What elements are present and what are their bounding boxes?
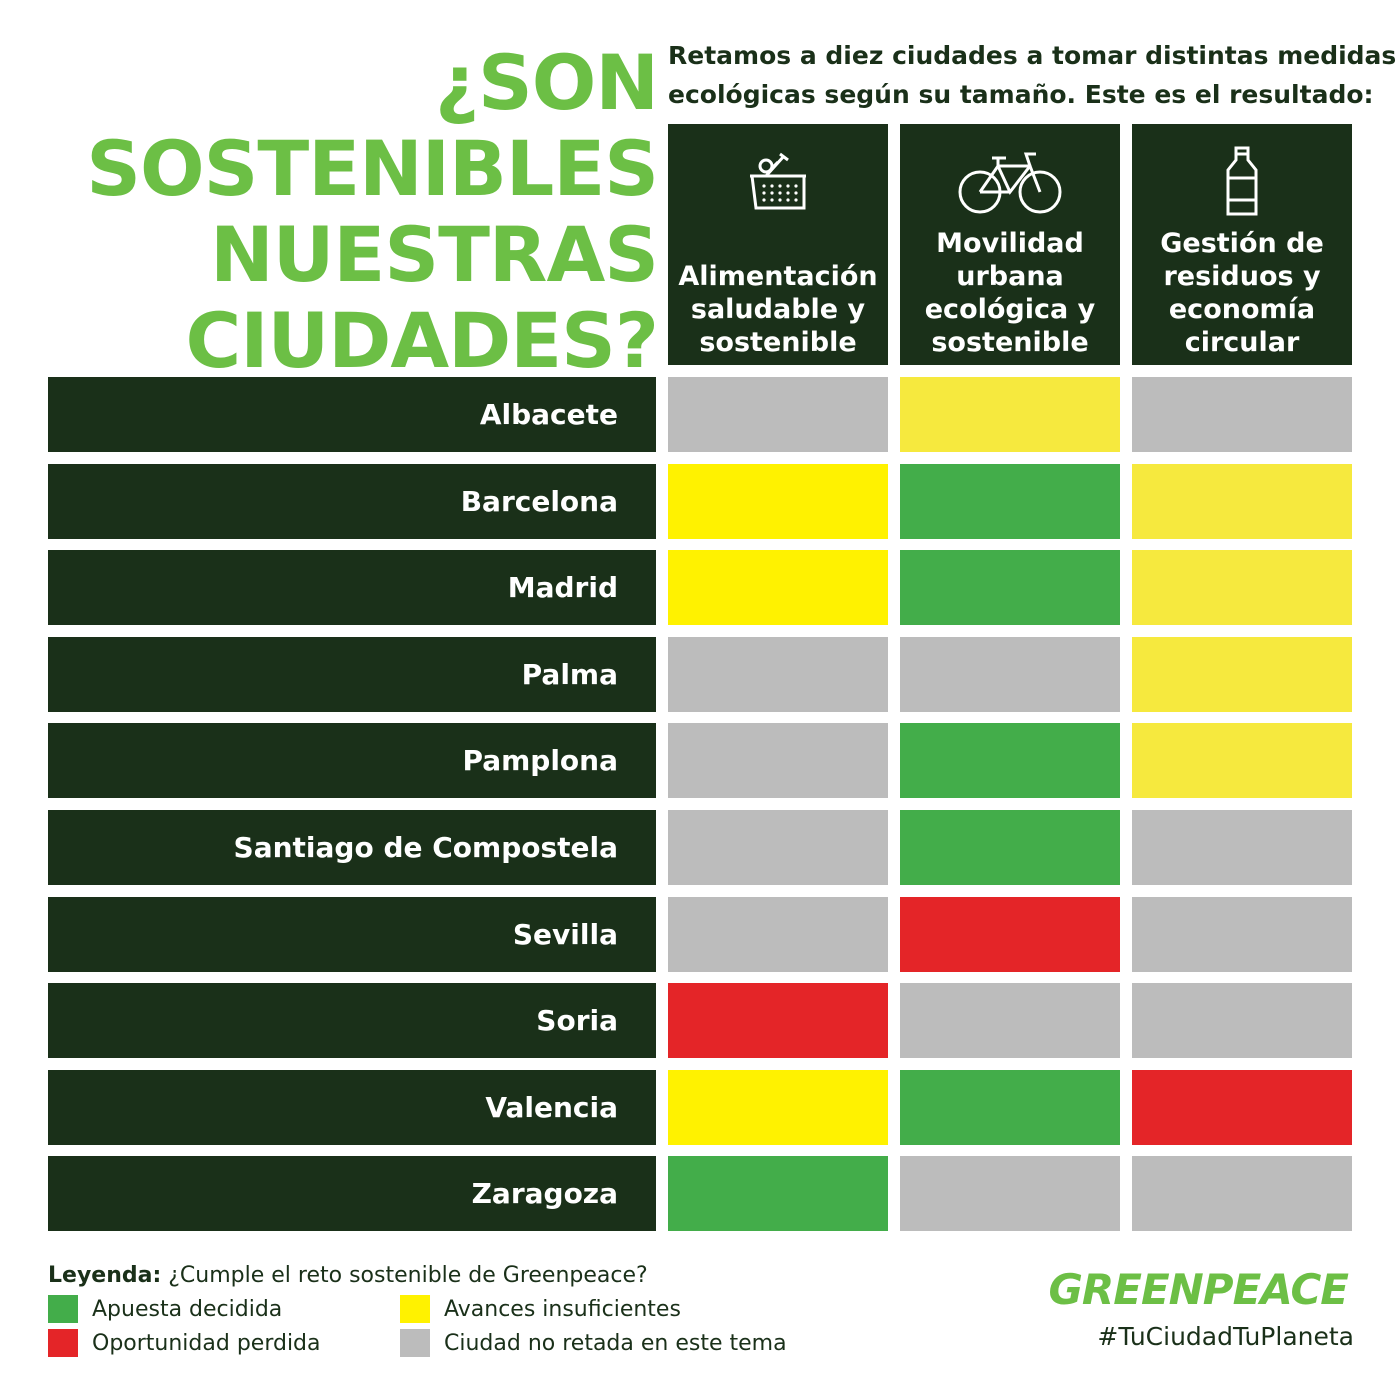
status-cell xyxy=(900,983,1120,1058)
status-cell xyxy=(1132,1070,1352,1145)
food-basket-icon xyxy=(668,146,888,218)
column-label-residuos: Gestión de residuos y economía circular xyxy=(1132,227,1352,359)
column-label-line: residuos y xyxy=(1163,261,1321,292)
column-label-line: Alimentación xyxy=(678,261,878,292)
column-header-residuos: Gestión de residuos y economía circular xyxy=(1132,124,1352,365)
column-header-movilidad: Movilidad urbana ecológica y sostenible xyxy=(900,124,1120,365)
legend-label: Oportunidad perdida xyxy=(92,1330,321,1356)
title-line-1: ¿SON xyxy=(434,38,659,127)
column-label-line: economía xyxy=(1168,294,1316,325)
column-label-movilidad: Movilidad urbana ecológica y sostenible xyxy=(900,227,1120,359)
status-cell xyxy=(668,810,888,885)
city-label: Madrid xyxy=(48,550,656,625)
greenpeace-logo-text: GREENPEACE xyxy=(1048,1265,1349,1312)
title-line-3: NUESTRAS xyxy=(210,210,659,299)
status-cell xyxy=(1132,464,1352,539)
city-label: Valencia xyxy=(48,1070,656,1145)
status-cell xyxy=(668,897,888,972)
city-label: Palma xyxy=(48,637,656,712)
legend-item-avances: Avances insuficientes xyxy=(400,1295,681,1323)
status-cell xyxy=(900,897,1120,972)
legend-label: Ciudad no retada en este tema xyxy=(444,1330,787,1356)
status-cell xyxy=(668,983,888,1058)
status-cell xyxy=(668,1156,888,1231)
legend-swatch-yellow xyxy=(400,1295,430,1323)
legend-title: Leyenda: ¿Cumple el reto sostenible de G… xyxy=(48,1263,648,1288)
status-cell xyxy=(1132,377,1352,452)
status-cell xyxy=(668,377,888,452)
column-label-line: circular xyxy=(1184,327,1300,358)
status-cell xyxy=(900,464,1120,539)
legend-swatch-green xyxy=(48,1295,78,1323)
column-header-alimentacion: Alimentación saludable y sostenible xyxy=(668,124,888,365)
hashtag: #TuCiudadTuPlaneta xyxy=(1097,1322,1354,1351)
status-cell xyxy=(900,1070,1120,1145)
status-cell xyxy=(1132,1156,1352,1231)
status-cell xyxy=(1132,983,1352,1058)
intro-line-1: Retamos a diez ciudades a tomar distinta… xyxy=(668,41,1397,70)
city-label: Albacete xyxy=(48,377,656,452)
status-cell xyxy=(668,637,888,712)
city-label: Zaragoza xyxy=(48,1156,656,1231)
bottle-icon xyxy=(1132,146,1352,218)
status-cell xyxy=(900,377,1120,452)
column-label-line: sostenible xyxy=(699,327,857,358)
title-line-2: SOSTENIBLES xyxy=(86,124,659,213)
status-cell xyxy=(900,1156,1120,1231)
status-cell xyxy=(900,723,1120,798)
main-title: ¿SON SOSTENIBLES NUESTRAS CIUDADES? xyxy=(30,38,660,385)
legend-title-text: ¿Cumple el reto sostenible de Greenpeace… xyxy=(161,1263,648,1288)
column-label-line: sostenible xyxy=(931,327,1089,358)
city-label: Soria xyxy=(48,983,656,1058)
legend-swatch-red xyxy=(48,1329,78,1357)
greenpeace-logo: GREENPEACE xyxy=(1048,1265,1350,1312)
intro-line-2: ecológicas según su tamaño. Este es el r… xyxy=(668,80,1374,109)
legend-label: Apuesta decidida xyxy=(92,1296,283,1322)
status-cell xyxy=(668,1070,888,1145)
status-cell xyxy=(900,810,1120,885)
status-cell xyxy=(1132,550,1352,625)
column-label-line: ecológica y xyxy=(924,294,1096,325)
status-cell xyxy=(900,550,1120,625)
status-cell xyxy=(668,464,888,539)
intro-text: Retamos a diez ciudades a tomar distinta… xyxy=(668,36,1397,114)
status-cell xyxy=(668,723,888,798)
column-label-line: Gestión de xyxy=(1160,228,1324,259)
status-cell xyxy=(900,637,1120,712)
bicycle-icon xyxy=(900,146,1120,218)
legend-title-bold: Leyenda: xyxy=(48,1263,162,1288)
status-cell xyxy=(1132,897,1352,972)
status-cell xyxy=(1132,723,1352,798)
city-label: Barcelona xyxy=(48,464,656,539)
legend-item-apuesta: Apuesta decidida xyxy=(48,1295,282,1323)
column-label-line: Movilidad xyxy=(936,228,1084,259)
column-label-alimentacion: Alimentación saludable y sostenible xyxy=(668,260,888,359)
city-label: Santiago de Compostela xyxy=(48,810,656,885)
status-cell xyxy=(1132,637,1352,712)
title-line-4: CIUDADES? xyxy=(185,296,660,385)
legend-item-no-retada: Ciudad no retada en este tema xyxy=(400,1329,787,1357)
status-cell xyxy=(1132,810,1352,885)
status-cell xyxy=(668,550,888,625)
legend-label: Avances insuficientes xyxy=(444,1296,681,1322)
city-label: Pamplona xyxy=(48,723,656,798)
column-label-line: urbana xyxy=(956,261,1064,292)
legend-item-oportunidad: Oportunidad perdida xyxy=(48,1329,321,1357)
column-label-line: saludable y xyxy=(690,294,866,325)
city-label: Sevilla xyxy=(48,897,656,972)
legend-swatch-gray xyxy=(400,1329,430,1357)
